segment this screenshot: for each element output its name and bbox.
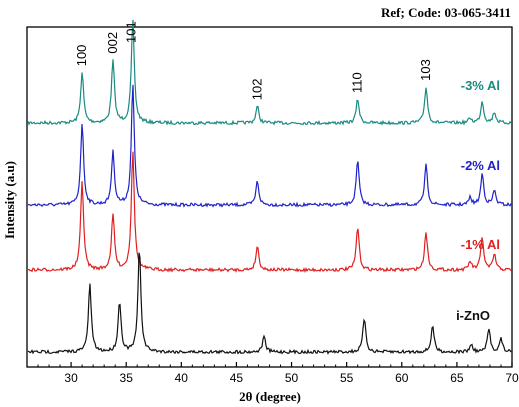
peak-label-layer: 100 002 101 102 110 103 xyxy=(74,21,433,100)
x-tick-label-7: 65 xyxy=(450,371,464,385)
x-axis-title: 2θ (degree) xyxy=(239,389,301,404)
x-tick-label-0: 30 xyxy=(64,371,78,385)
peak-label-5: 103 xyxy=(418,59,433,81)
reference-code: Ref; Code: 03-065-3411 xyxy=(381,5,511,20)
series-line-0 xyxy=(27,19,512,126)
peak-label-4: 110 xyxy=(350,72,365,93)
x-tick-label-5: 55 xyxy=(340,371,354,385)
x-tick-label-4: 50 xyxy=(285,371,299,385)
series-line-2 xyxy=(27,151,512,274)
series-label-0: -3% Al xyxy=(461,78,500,93)
x-tick-label-8: 70 xyxy=(505,371,519,385)
series-label-3: i-ZnO xyxy=(456,308,490,323)
peak-label-3: 102 xyxy=(249,79,264,101)
x-tick-label-3: 45 xyxy=(230,371,244,385)
x-tick-label-2: 40 xyxy=(175,371,189,385)
x-tick-label-1: 35 xyxy=(120,371,134,385)
peak-label-2: 101 xyxy=(124,21,139,43)
series-layer: -3% Al -2% Al -1% Al i-ZnO xyxy=(27,19,512,355)
peak-label-1: 002 xyxy=(105,32,120,54)
series-line-3 xyxy=(27,252,512,355)
y-axis-title: Intensity (a.u) xyxy=(2,161,17,239)
plot-frame xyxy=(26,26,513,368)
series-line-1 xyxy=(27,84,512,208)
x-axis: 30 35 40 45 50 55 60 65 70 xyxy=(37,362,519,385)
series-label-2: -1% Al xyxy=(461,237,500,252)
x-tick-label-6: 60 xyxy=(395,371,409,385)
series-label-1: -2% Al xyxy=(461,158,500,173)
peak-label-0: 100 xyxy=(74,45,89,67)
